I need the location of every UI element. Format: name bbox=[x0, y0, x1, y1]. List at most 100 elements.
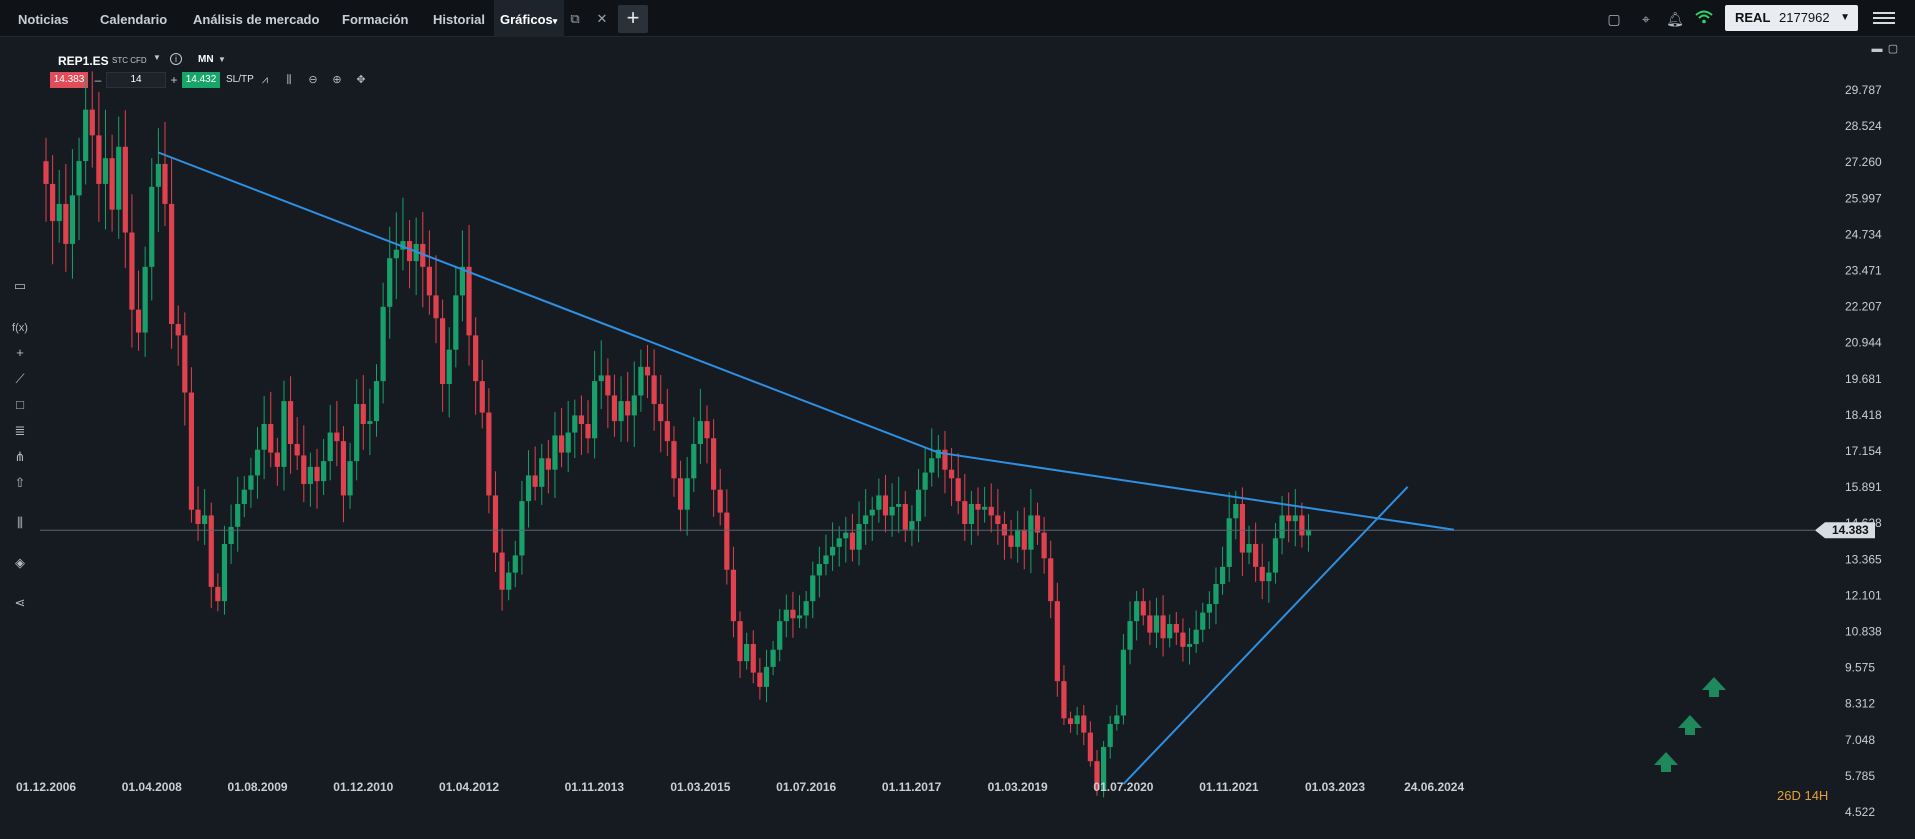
up-arrow-icon[interactable] bbox=[1654, 752, 1678, 772]
candle-body bbox=[168, 203, 175, 324]
buy-button[interactable]: 14.432 bbox=[182, 72, 220, 88]
y-axis-label: 22.207 bbox=[1845, 300, 1882, 314]
tab-calendario[interactable]: Calendario bbox=[100, 12, 168, 27]
candle-body bbox=[783, 609, 789, 622]
price-chart[interactable]: 29.787 28.524 27.260 25.997 24.734 23.471 22.2… bbox=[0, 37, 1915, 839]
candle-body bbox=[902, 503, 908, 530]
candle-body bbox=[744, 644, 750, 662]
network-icon[interactable]: ⌖ bbox=[1642, 11, 1650, 27]
candle-body bbox=[373, 381, 380, 422]
tab-graficos[interactable]: Gráficos▾ bbox=[494, 0, 564, 37]
function-icon[interactable]: f(x) bbox=[12, 322, 28, 334]
candle-body bbox=[889, 506, 895, 516]
zoom-out-icon[interactable]: ⊖ bbox=[308, 74, 318, 86]
candle-body bbox=[228, 526, 234, 545]
minimize-panel-icon[interactable]: ▬ bbox=[1871, 43, 1883, 55]
candle-body bbox=[1186, 644, 1193, 647]
symbol-type: STC CFD bbox=[112, 56, 147, 65]
tab-noticias[interactable]: Noticias bbox=[18, 12, 69, 27]
candle-body bbox=[1028, 515, 1034, 550]
fibonacci-icon[interactable]: ≣ bbox=[14, 423, 26, 438]
candle-body bbox=[1094, 761, 1100, 790]
candle-body bbox=[208, 515, 214, 587]
candle-body bbox=[955, 478, 961, 502]
line-chart-icon[interactable]: ⩘ bbox=[261, 74, 269, 86]
info-icon[interactable]: i bbox=[170, 53, 182, 65]
maximize-panel-icon[interactable]: ▢ bbox=[1887, 43, 1899, 55]
candle-body bbox=[578, 415, 585, 424]
candle-body bbox=[1021, 529, 1027, 550]
candle-body bbox=[1292, 515, 1298, 522]
x-axis-label: 01.03.2015 bbox=[670, 780, 730, 794]
candle-body bbox=[1253, 544, 1259, 567]
sell-button[interactable]: 14.383 bbox=[50, 72, 88, 88]
trendline-resistance[interactable] bbox=[158, 151, 1455, 531]
candle-body bbox=[1167, 624, 1173, 639]
x-axis-label: 24.06.2024 bbox=[1404, 780, 1464, 794]
increase-qty-button[interactable]: + bbox=[170, 73, 178, 87]
candle-body bbox=[1015, 529, 1021, 547]
candle-countdown: 26D 14H bbox=[1777, 788, 1829, 803]
zoom-in-icon[interactable]: ⊕ bbox=[332, 74, 342, 86]
quantity-input[interactable]: 14 bbox=[106, 72, 166, 88]
up-arrow-icon[interactable] bbox=[1678, 715, 1702, 735]
pencil-icon[interactable]: ⟋ bbox=[15, 371, 25, 386]
x-axis-label: 01.12.2006 bbox=[16, 780, 76, 794]
candle-body bbox=[162, 163, 168, 204]
panel-icon[interactable]: ▭ bbox=[13, 278, 27, 293]
y-axis-label: 25.997 bbox=[1845, 191, 1882, 205]
close-icon[interactable]: ✕ bbox=[596, 11, 608, 26]
sltp-button[interactable]: SL/TP bbox=[226, 74, 254, 85]
tab-analisis-de-mercado[interactable]: Análisis de mercado bbox=[193, 12, 320, 27]
candle-body bbox=[677, 478, 684, 510]
tab-formacion[interactable]: Formación bbox=[342, 12, 409, 27]
decrease-qty-button[interactable]: – bbox=[94, 73, 102, 87]
up-arrow-icon[interactable] bbox=[1702, 677, 1726, 697]
candle-body bbox=[1008, 535, 1014, 547]
candle-body bbox=[473, 335, 479, 382]
tab-historial[interactable]: Historial bbox=[433, 12, 486, 27]
candle-body bbox=[915, 489, 922, 522]
layers-icon[interactable]: ◈ bbox=[15, 555, 25, 570]
candle-body bbox=[202, 515, 208, 525]
crosshair-icon[interactable]: + bbox=[16, 345, 24, 360]
candle-body bbox=[704, 421, 710, 439]
candle-body bbox=[1120, 649, 1127, 716]
candle-body bbox=[816, 564, 822, 576]
share-icon[interactable]: ⋖ bbox=[14, 595, 26, 610]
trendline-support[interactable] bbox=[1122, 486, 1409, 785]
candle-body bbox=[109, 158, 115, 210]
window-icon[interactable]: ▢ bbox=[1607, 11, 1621, 27]
pitchfork-icon[interactable]: ⋔ bbox=[14, 449, 26, 464]
candle-body bbox=[790, 609, 796, 619]
y-axis-label: 29.787 bbox=[1845, 83, 1882, 97]
candle-body bbox=[585, 423, 591, 439]
bell-icon[interactable]: 🔔︎ bbox=[1666, 11, 1684, 27]
candle-body bbox=[625, 401, 631, 416]
chevron-down-icon[interactable]: ▼ bbox=[153, 53, 161, 62]
candle-body bbox=[684, 478, 690, 510]
candles-icon[interactable]: ⫼ bbox=[286, 74, 292, 86]
chevron-down-icon[interactable]: ▼ bbox=[218, 55, 226, 64]
candle-body bbox=[1048, 558, 1054, 602]
timeframe-selector[interactable]: MN bbox=[198, 54, 214, 65]
indicators-icon[interactable]: ⫼ bbox=[17, 515, 23, 530]
candle-body bbox=[195, 509, 201, 525]
candle-body bbox=[1034, 515, 1041, 533]
candle-body bbox=[863, 515, 869, 525]
candle-body bbox=[942, 449, 948, 470]
candle-body bbox=[1081, 715, 1087, 733]
candle-body bbox=[1266, 572, 1272, 582]
shape-icon[interactable]: ⇧ bbox=[14, 475, 26, 490]
rectangle-icon[interactable]: □ bbox=[16, 397, 24, 412]
account-selector[interactable]: REAL 2177962 ▼ bbox=[1725, 5, 1858, 31]
popout-icon[interactable]: ⧉ bbox=[570, 11, 580, 26]
move-icon[interactable]: ✥ bbox=[356, 74, 366, 86]
symbol-name[interactable]: REP1.ES bbox=[58, 54, 109, 68]
chevron-down-icon: ▼ bbox=[1840, 12, 1850, 23]
hamburger-menu-icon[interactable] bbox=[1873, 9, 1895, 29]
candle-body bbox=[995, 515, 1001, 525]
candle-body bbox=[1193, 629, 1199, 645]
candle-body bbox=[1219, 566, 1226, 585]
add-tab-button[interactable]: + bbox=[618, 5, 648, 33]
